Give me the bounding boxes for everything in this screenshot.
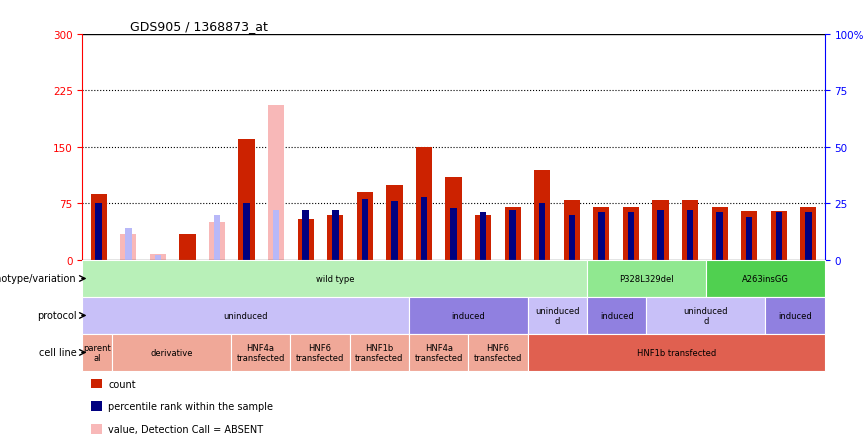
Bar [647,297,766,334]
Bar [421,197,427,260]
Bar [90,194,107,260]
Bar [569,215,575,260]
Bar [332,211,339,260]
Text: HNF1b transfected: HNF1b transfected [636,348,716,357]
Bar [302,211,309,260]
Bar [504,208,521,260]
Bar [180,234,195,260]
Bar [357,193,373,260]
Text: HNF4a
transfected: HNF4a transfected [415,343,463,362]
Bar [712,208,727,260]
Bar [298,219,314,260]
Bar [593,208,609,260]
Bar [82,334,112,371]
Text: uninduced
d: uninduced d [684,306,728,326]
Bar [450,208,457,260]
Bar [273,211,279,260]
Bar [563,200,580,260]
Bar [771,211,787,260]
Bar [445,178,462,260]
Text: cell line: cell line [39,348,76,358]
Text: HNF6
transfected: HNF6 transfected [296,343,344,362]
Bar [231,334,290,371]
Text: derivative: derivative [150,348,193,357]
Text: A263insGG: A263insGG [742,274,789,283]
Text: genotype/variation: genotype/variation [0,274,76,284]
Bar [409,334,469,371]
Bar [327,215,344,260]
Bar [628,213,635,260]
Bar [766,297,825,334]
Bar [391,202,398,260]
Bar [82,260,587,297]
Bar [239,140,254,260]
Bar [386,185,403,260]
Text: wild type: wild type [316,274,354,283]
Bar [214,215,220,260]
Bar [534,170,550,260]
Bar [806,213,812,260]
Bar [480,213,486,260]
Text: induced: induced [451,311,485,320]
Bar [95,204,102,260]
Text: HNF1b
transfected: HNF1b transfected [355,343,404,362]
Bar [539,204,545,260]
Bar [243,204,250,260]
Bar [528,334,825,371]
Bar [800,208,817,260]
Text: parent
al: parent al [83,343,111,362]
Bar [112,334,231,371]
Text: count: count [108,379,136,388]
Bar [120,234,136,260]
Text: induced: induced [600,311,634,320]
Bar [587,297,647,334]
Text: induced: induced [778,311,812,320]
Text: uninduced: uninduced [223,311,268,320]
Bar [475,215,491,260]
Bar [416,148,432,260]
Bar [125,229,132,260]
Bar [290,334,350,371]
Bar [687,211,694,260]
Bar [350,334,409,371]
Bar [741,211,758,260]
Text: value, Detection Call = ABSENT: value, Detection Call = ABSENT [108,424,264,434]
Bar [149,254,166,260]
Text: HNF4a
transfected: HNF4a transfected [236,343,285,362]
Bar [653,200,668,260]
Bar [775,213,782,260]
Bar [82,297,409,334]
Bar [155,256,161,260]
Bar [598,213,605,260]
Bar [362,200,368,260]
Text: percentile rank within the sample: percentile rank within the sample [108,401,273,411]
Bar [706,260,825,297]
Text: uninduced
d: uninduced d [536,306,580,326]
Bar [587,260,706,297]
Bar [510,211,516,260]
Bar [746,217,753,260]
Text: protocol: protocol [36,311,76,321]
Text: GDS905 / 1368873_at: GDS905 / 1368873_at [130,20,268,33]
Bar [268,106,284,260]
Bar [623,208,639,260]
Bar [716,213,723,260]
Bar [682,200,698,260]
Bar [409,297,528,334]
Text: P328L329del: P328L329del [619,274,674,283]
Text: HNF6
transfected: HNF6 transfected [474,343,523,362]
Bar [469,334,528,371]
Bar [209,223,225,260]
Bar [657,211,664,260]
Bar [528,297,587,334]
